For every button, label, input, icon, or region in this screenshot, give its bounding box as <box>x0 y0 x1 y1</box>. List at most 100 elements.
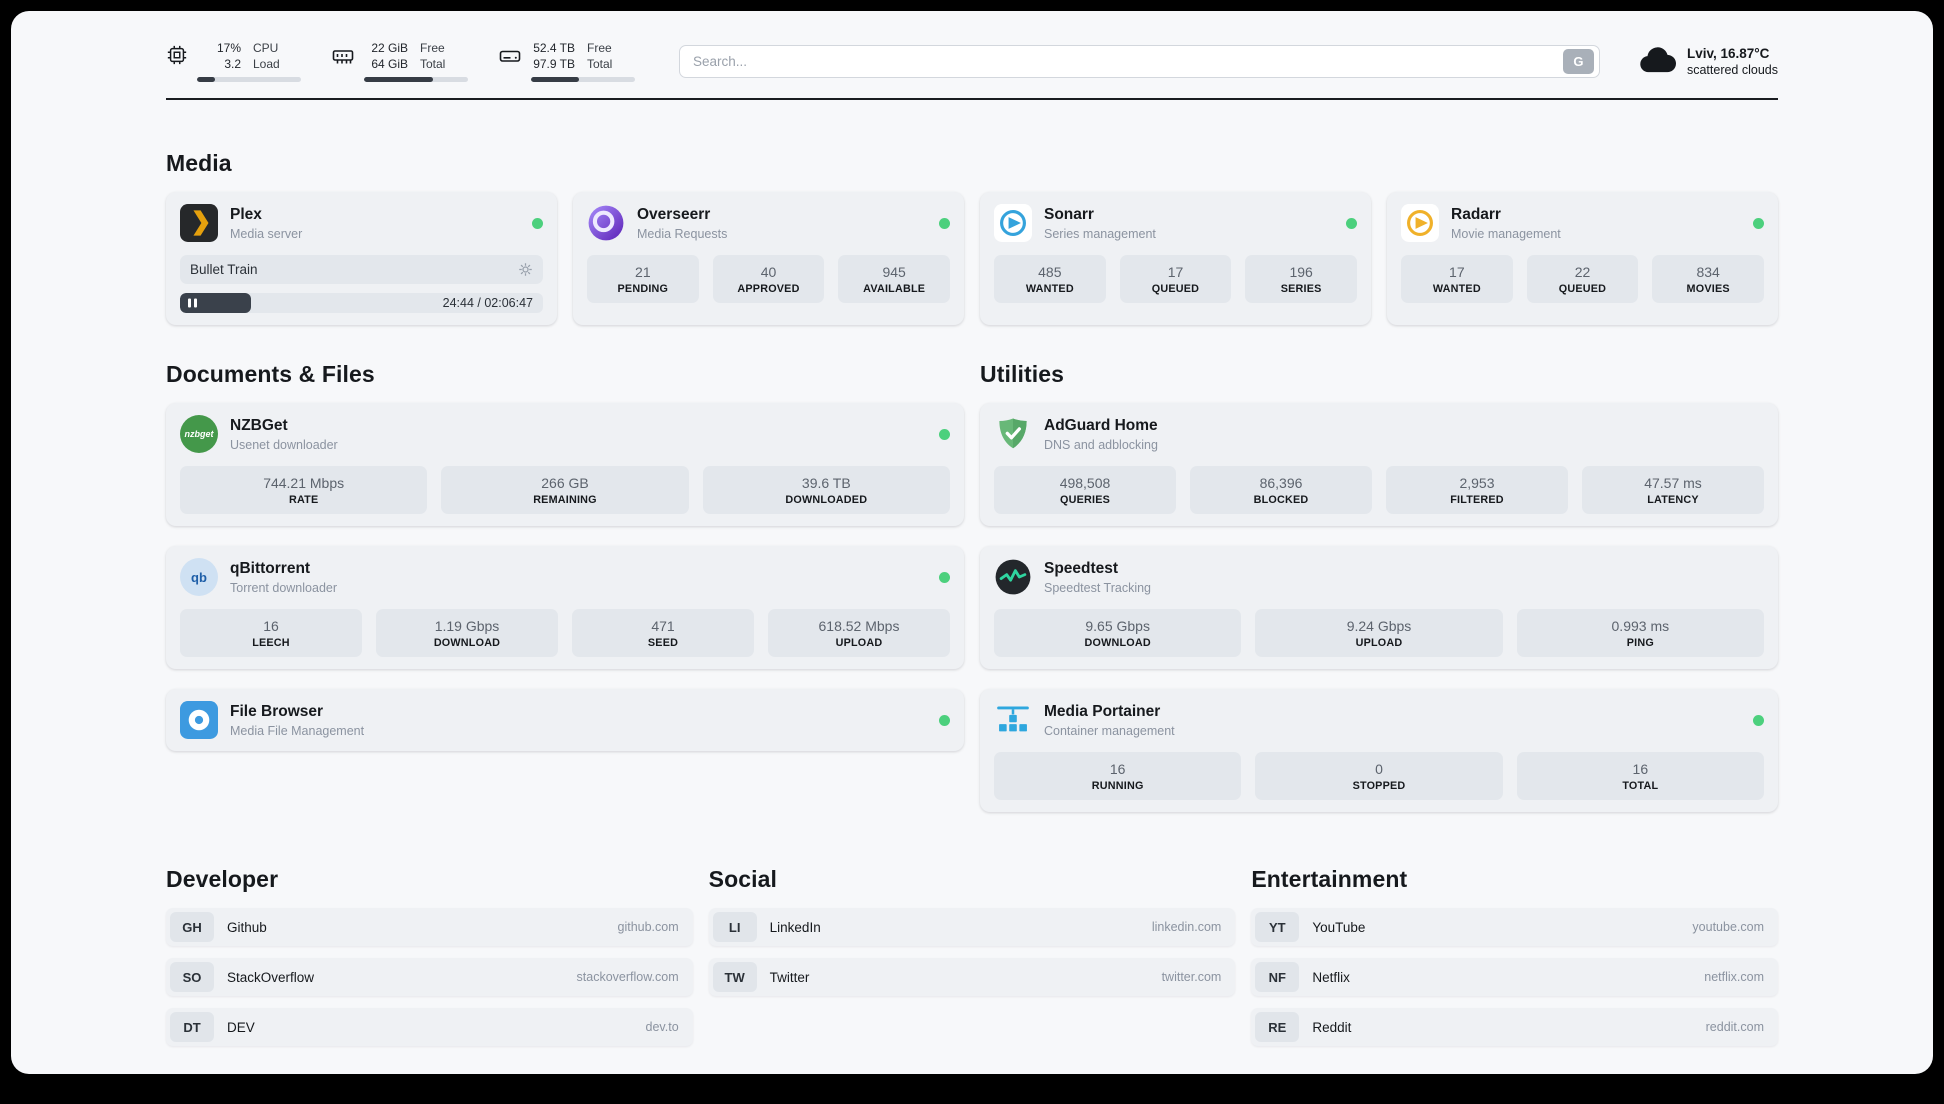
service-subtitle: Torrent downloader <box>230 580 338 595</box>
service-subtitle: Series management <box>1044 226 1156 241</box>
bookmark-name: Netflix <box>1312 969 1350 985</box>
bookmark-abbr: RE <box>1255 1012 1300 1043</box>
qbittorrent-icon[interactable]: qb <box>180 558 218 597</box>
status-dot <box>1346 217 1357 229</box>
bookmark-netflix[interactable]: NF Netflix netflix.com <box>1251 958 1778 997</box>
pause-icon[interactable] <box>188 298 197 308</box>
bookmark-url: linkedin.com <box>1151 920 1222 935</box>
section-title-utilities: Utilities <box>980 361 1064 388</box>
bookmark-group-developer: Developer GH Github github.com SO StackO… <box>166 866 693 1047</box>
stat-total: 16 TOTAL <box>1516 752 1764 801</box>
speedtest-pulse-icon[interactable] <box>994 558 1032 596</box>
disk-label-top: Free <box>587 41 612 55</box>
topbar: 17% 3.2 CPU Load <box>166 41 1778 83</box>
disk-icon <box>498 44 522 73</box>
search-provider-button[interactable]: G <box>1562 49 1594 75</box>
bookmark-url: twitter.com <box>1161 970 1222 985</box>
bookmark-abbr: NF <box>1255 962 1300 993</box>
stat-downloaded: 39.6 TB DOWNLOADED <box>702 466 950 515</box>
cloud-icon <box>1638 44 1676 79</box>
disk-total-value: 97.9 TB <box>533 56 575 71</box>
bookmark-name: LinkedIn <box>769 919 821 935</box>
service-name[interactable]: Plex <box>230 205 262 223</box>
service-subtitle: Media Requests <box>637 226 728 241</box>
memory-free-value: 22 GiB <box>371 41 408 55</box>
search-input[interactable] <box>693 54 1563 70</box>
bookmark-reddit[interactable]: RE Reddit reddit.com <box>1251 1008 1778 1047</box>
bookmark-youtube[interactable]: YT YouTube youtube.com <box>1251 908 1778 947</box>
service-name[interactable]: Radarr <box>1451 205 1501 223</box>
plex-icon[interactable] <box>180 204 218 243</box>
service-card-adguard: AdGuard Home DNS and adblocking 498,508 … <box>980 403 1778 527</box>
gear-icon[interactable] <box>518 262 533 277</box>
service-subtitle: Container management <box>1044 723 1175 738</box>
now-playing-title-row: Bullet Train <box>180 255 543 285</box>
search-bar: G <box>679 45 1600 79</box>
service-subtitle: Usenet downloader <box>230 437 338 452</box>
bookmark-url: stackoverflow.com <box>576 970 679 985</box>
bookmark-github[interactable]: GH Github github.com <box>166 908 693 947</box>
cpu-load-value: 3.2 <box>224 56 241 71</box>
portainer-crane-icon[interactable] <box>994 701 1032 739</box>
bookmark-url: reddit.com <box>1705 1020 1764 1035</box>
ram-icon <box>331 44 355 73</box>
service-subtitle: Media server <box>230 226 303 241</box>
playback-progress-bar[interactable]: 24:44 / 02:06:47 <box>180 293 543 314</box>
service-name[interactable]: AdGuard Home <box>1044 416 1158 434</box>
cpu-percent: 17% <box>216 41 241 55</box>
adguard-shield-icon[interactable] <box>994 415 1032 453</box>
status-dot <box>939 428 950 440</box>
stat-running: 16 RUNNING <box>994 752 1242 801</box>
stat-upload: 9.24 Gbps UPLOAD <box>1255 609 1503 658</box>
bookmark-linkedin[interactable]: LI LinkedIn linkedin.com <box>708 908 1236 947</box>
bookmark-name: StackOverflow <box>227 969 315 985</box>
bookmark-twitter[interactable]: TW Twitter twitter.com <box>708 958 1236 997</box>
stat-approved: 40 APPROVED <box>712 255 825 304</box>
stat-leech: 16 LEECH <box>180 609 362 658</box>
section-title-entertainment: Entertainment <box>1251 866 1408 893</box>
service-name[interactable]: Media Portainer <box>1044 702 1161 720</box>
stat-rate: 744.21 Mbps RATE <box>180 466 428 515</box>
bookmark-abbr: GH <box>170 912 214 943</box>
filebrowser-icon[interactable] <box>180 701 218 740</box>
nzbget-icon[interactable]: nzbget <box>180 415 218 454</box>
section-title-media: Media <box>166 150 232 177</box>
cpu-label-bottom: Load <box>253 56 280 71</box>
service-name[interactable]: qBittorrent <box>230 559 311 577</box>
service-subtitle: Media File Management <box>230 723 365 738</box>
service-card-radarr: Radarr Movie management 17 WANTED 22 QUE… <box>1387 192 1778 326</box>
sonarr-icon[interactable] <box>994 204 1032 243</box>
memory-progress-bar <box>364 77 468 83</box>
stat-seed: 471 SEED <box>572 609 754 658</box>
bookmark-abbr: YT <box>1255 912 1300 943</box>
stat-wanted: 17 WANTED <box>1401 255 1513 304</box>
service-name[interactable]: File Browser <box>230 702 324 720</box>
service-subtitle: Speedtest Tracking <box>1044 580 1152 595</box>
service-name[interactable]: Sonarr <box>1044 205 1094 223</box>
resource-widgets: 17% 3.2 CPU Load <box>166 41 635 83</box>
bookmark-stackoverflow[interactable]: SO StackOverflow stackoverflow.com <box>166 958 693 997</box>
cpu-icon <box>166 44 188 71</box>
section-title-documents: Documents & Files <box>166 361 375 388</box>
service-card-filebrowser: File Browser Media File Management <box>166 689 964 752</box>
bookmark-dev[interactable]: DT DEV dev.to <box>166 1008 693 1047</box>
stat-series: 196 SERIES <box>1245 255 1357 304</box>
stat-queued: 22 QUEUED <box>1526 255 1639 304</box>
radarr-icon[interactable] <box>1401 204 1439 243</box>
overseerr-icon[interactable] <box>587 204 625 242</box>
memory-label-bottom: Total <box>420 56 446 71</box>
service-card-overseerr: Overseerr Media Requests 21 PENDING 40 A… <box>573 192 964 326</box>
service-card-nzbget: nzbget NZBGet Usenet downloader 744.21 M… <box>166 403 964 527</box>
stat-blocked: 86,396 BLOCKED <box>1190 466 1372 515</box>
stat-available: 945 AVAILABLE <box>838 255 950 304</box>
service-name[interactable]: Overseerr <box>637 205 711 223</box>
service-name[interactable]: Speedtest <box>1044 559 1119 577</box>
service-name[interactable]: NZBGet <box>230 416 288 434</box>
stat-pending: 21 PENDING <box>587 255 699 304</box>
bookmark-url: dev.to <box>645 1020 679 1035</box>
weather-location: Lviv, 16.87°C <box>1686 46 1770 62</box>
disk-widget: 52.4 TB 97.9 TB Free Total <box>498 41 635 83</box>
dashboard-page: 17% 3.2 CPU Load <box>11 11 1933 1074</box>
stat-filtered: 2,953 FILTERED <box>1386 466 1568 515</box>
bookmark-name: Reddit <box>1312 1019 1352 1035</box>
